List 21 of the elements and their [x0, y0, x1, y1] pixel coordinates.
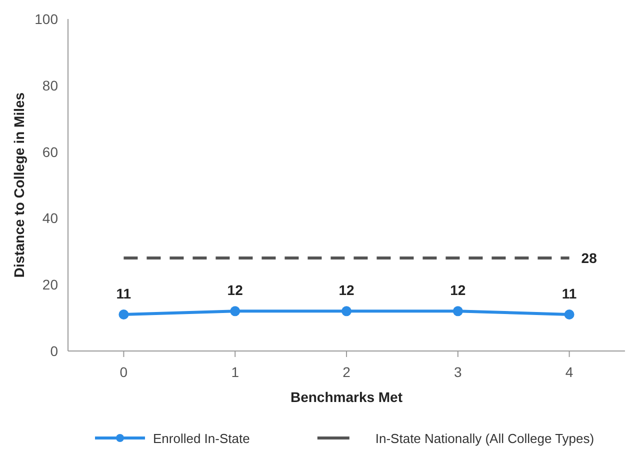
y-tick-label: 60	[42, 144, 58, 160]
y-tick-label: 80	[42, 77, 58, 94]
data-label: 28	[581, 250, 598, 266]
x-tick-label: 0	[120, 364, 128, 380]
y-tick-label: 100	[34, 11, 58, 27]
data-label: 11	[562, 285, 577, 302]
y-tick-label: 0	[50, 343, 58, 359]
x-tick-label: 1	[231, 364, 240, 380]
y-tick-label: 40	[42, 210, 58, 226]
x-tick-label: 2	[342, 364, 351, 380]
legend-label: Enrolled In-State	[153, 431, 250, 446]
data-label: 12	[450, 282, 466, 298]
x-axis-title: Benchmarks Met	[290, 389, 403, 405]
x-tick-label: 3	[454, 364, 462, 380]
data-label: 12	[338, 282, 354, 298]
y-tick-label: 20	[42, 276, 58, 293]
data-label: 12	[227, 282, 244, 298]
data-label: 11	[116, 285, 132, 302]
legend-label: In-State Nationally (All College Types)	[375, 431, 594, 446]
x-tick-label: 4	[565, 364, 574, 380]
y-axis-title: Distance to College in Miles	[11, 92, 27, 278]
